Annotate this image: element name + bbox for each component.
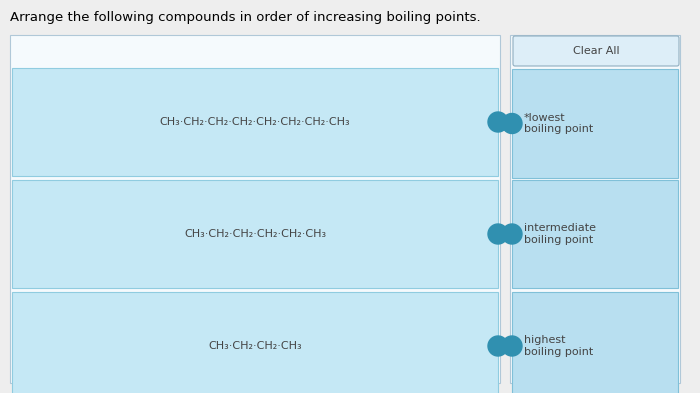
FancyBboxPatch shape <box>510 35 680 383</box>
Circle shape <box>502 336 522 356</box>
FancyBboxPatch shape <box>512 292 678 393</box>
Text: Arrange the following compounds in order of increasing boiling points.: Arrange the following compounds in order… <box>10 11 481 24</box>
Circle shape <box>488 336 508 356</box>
FancyBboxPatch shape <box>512 180 678 288</box>
FancyBboxPatch shape <box>12 68 498 176</box>
Circle shape <box>488 224 508 244</box>
Text: CH₃·CH₂·CH₂·CH₃: CH₃·CH₂·CH₂·CH₃ <box>208 341 302 351</box>
Circle shape <box>502 114 522 134</box>
Text: intermediate
boiling point: intermediate boiling point <box>524 223 596 245</box>
FancyBboxPatch shape <box>512 69 678 178</box>
Text: CH₃·CH₂·CH₂·CH₂·CH₂·CH₂·CH₂·CH₃: CH₃·CH₂·CH₂·CH₂·CH₂·CH₂·CH₂·CH₃ <box>160 117 350 127</box>
Text: Clear All: Clear All <box>573 46 620 56</box>
Text: CH₃·CH₂·CH₂·CH₂·CH₂·CH₃: CH₃·CH₂·CH₂·CH₂·CH₂·CH₃ <box>184 229 326 239</box>
FancyBboxPatch shape <box>12 180 498 288</box>
Circle shape <box>488 112 508 132</box>
Text: highest
boiling point: highest boiling point <box>524 335 594 357</box>
FancyBboxPatch shape <box>513 36 679 66</box>
Text: *lowest
boiling point: *lowest boiling point <box>524 113 594 134</box>
Circle shape <box>502 224 522 244</box>
FancyBboxPatch shape <box>12 292 498 393</box>
FancyBboxPatch shape <box>10 35 500 383</box>
